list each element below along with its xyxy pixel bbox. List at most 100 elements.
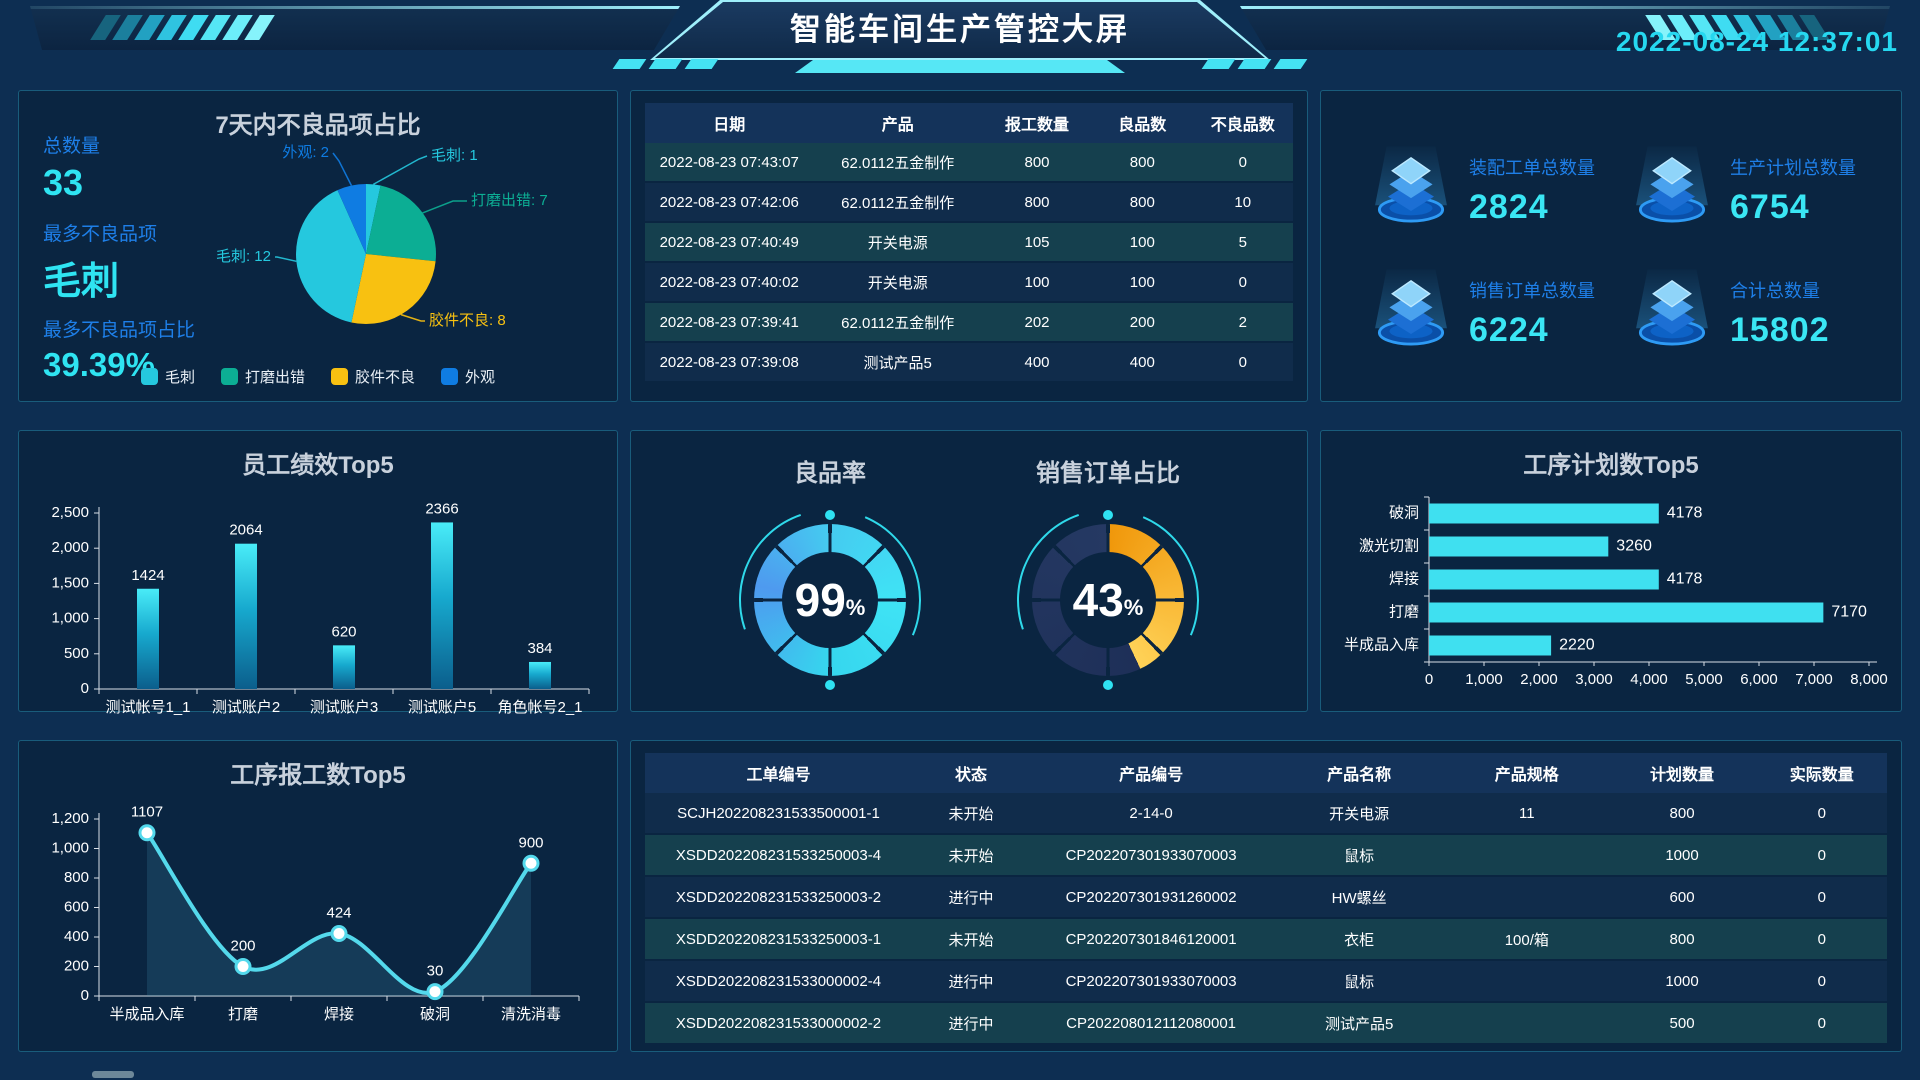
table-cell: 202 (1024, 313, 1050, 331)
bar (235, 543, 257, 689)
legend-chip-icon (220, 368, 238, 385)
table-cell: 2022-08-23 07:39:41 (659, 313, 799, 331)
table-cell: XSDD202208231533250003-2 (675, 888, 882, 906)
stat-value: 33 (43, 162, 84, 203)
pie-label-line (332, 152, 353, 186)
dashes-icon (1201, 59, 1308, 69)
table-cell: CP202208012112080001 (1066, 1014, 1237, 1032)
layers-icon (1365, 142, 1457, 239)
table-cell: 测试产品5 (863, 354, 932, 372)
table-cell: 400 (1024, 353, 1050, 371)
stat-top-defect: 最多不良品项 毛刺 (43, 219, 157, 305)
table-row: 2022-08-23 07:40:02 开关电源 100 100 0 (645, 263, 1293, 303)
table-cell: CP202207301933070003 (1065, 846, 1237, 864)
line-area (147, 832, 531, 996)
card-value: 6754 (1730, 188, 1810, 226)
panel-title: 工序报工数Top5 (230, 762, 406, 789)
x-tick-label: 7,000 (1795, 671, 1833, 688)
bar (1429, 503, 1659, 524)
dashes-icon (612, 59, 719, 69)
table-row: XSDD202208231533250003-1 未开始 CP20220730184… (645, 919, 1887, 961)
bar (529, 661, 551, 689)
panel-work-orders: 工单编号 状态 产品编号 产品名称 产品规格 计划数量 实际数量 SCJH2022082315… (630, 740, 1902, 1052)
table-cell: CP202207301931260002 (1065, 888, 1237, 906)
table-row: XSDD202208231533250003-4 未开始 CP20220730193… (645, 835, 1887, 877)
table-header-row: 日期 产品 报工数量 良品数 不良品数 (645, 103, 1293, 143)
table-cell: 800 (1669, 804, 1695, 822)
bar-category-label: 测试账户2 (212, 699, 280, 716)
line-category-label: 半成品入库 (109, 1006, 184, 1023)
table-body: SCJH202208231533500001-1 未开始 2-14-0 开关电源 11 8… (645, 793, 1887, 1045)
table-cell: 1000 (1665, 846, 1699, 864)
card-info: 生产计划总数量 6754 (1730, 154, 1856, 227)
column-header: 报工数量 (1005, 117, 1070, 134)
column-header: 不良品数 (1210, 117, 1275, 134)
line-point (330, 924, 348, 942)
card-info: 装配工单总数量 2824 (1469, 154, 1595, 227)
table-cell: 未开始 (948, 805, 994, 823)
pie-slice (366, 183, 381, 254)
table-cell: 0 (1817, 888, 1826, 906)
point-value-label: 900 (518, 834, 543, 851)
datetime-display: 2022-08-24 12:37:01 (1615, 26, 1898, 57)
table-cell: 0 (1817, 972, 1826, 990)
table-row: 2022-08-23 07:39:41 62.0112五金制作 202 200 2 (645, 303, 1293, 343)
y-tick-label: 800 (64, 869, 89, 886)
table-cell: XSDD202208231533000002-2 (675, 1014, 882, 1032)
bar-category-label: 测试帐号1_1 (105, 699, 190, 716)
table-cell: 0 (1238, 153, 1247, 171)
table-cell: 进行中 (948, 889, 994, 907)
total-cards: 装配工单总数量 2824 生产计划总数量 6754 销售订单总数量 6224 合计总数量 15… (1321, 91, 1901, 401)
page-title: 智能车间生产管控大屏 (790, 12, 1130, 47)
panel-title: 员工绩效Top5 (242, 452, 394, 479)
x-tick-label: 8,000 (1850, 671, 1888, 688)
y-tick-label: 500 (64, 645, 89, 662)
report-table: 日期 产品 报工数量 良品数 不良品数 2022-08-23 07:43:07 62.011… (645, 103, 1293, 383)
table-cell: 衣柜 (1344, 931, 1375, 949)
table-cell: 0 (1238, 353, 1247, 371)
table-cell: 0 (1817, 930, 1826, 948)
gauge-title: 销售订单占比 (1036, 460, 1180, 487)
table-cell: 2022-08-23 07:43:07 (659, 153, 799, 171)
bar (333, 645, 355, 689)
legend-label: 打磨出错 (244, 369, 305, 386)
process-plan-bar-chart: 0 1,000 2,000 3,000 4,000 5,000 6,000 7,000 8,00… (1344, 496, 1888, 688)
layers-icon (1365, 265, 1457, 362)
table-cell: 测试产品5 (1324, 1015, 1394, 1033)
line-category-label: 破洞 (420, 1006, 450, 1023)
legend-item: 打磨出错 (220, 366, 305, 387)
dashboard-grid: 7天内不良品项占比 总数量 33 最多不良品项 毛刺 最多不良品项占比 39.3… (18, 90, 1902, 1052)
card-label: 合计总数量 (1730, 281, 1820, 301)
pie-slice (295, 190, 366, 323)
bar (137, 588, 159, 689)
x-tick-label: 5,000 (1685, 671, 1723, 688)
card-label: 装配工单总数量 (1469, 158, 1595, 178)
table-row: SCJH202208231533500001-1 未开始 2-14-0 开关电源 11 8… (645, 793, 1887, 835)
table-cell: 2022-08-23 07:40:49 (659, 233, 799, 251)
layers-icon (1626, 142, 1718, 239)
table-cell: 500 (1669, 1014, 1695, 1032)
line-point (426, 983, 444, 1001)
scrollbar-thumb[interactable] (92, 1071, 134, 1078)
point-value-label: 424 (326, 904, 351, 921)
table-header-row: 工单编号 状态 产品编号 产品名称 产品规格 计划数量 实际数量 (645, 753, 1887, 793)
table-cell: 200 (1129, 313, 1155, 331)
gauge-ring: 43% (986, 478, 1230, 722)
layers-icon (1375, 146, 1447, 223)
table-cell: 进行中 (948, 1015, 994, 1033)
legend-chip-icon (140, 368, 158, 385)
header: 智能车间生产管控大屏 2022-08-24 12:37:01 (0, 0, 1920, 88)
table-cell: 鼠标 (1344, 973, 1375, 991)
line-category-label: 打磨 (228, 1006, 258, 1023)
line-point (234, 958, 252, 975)
stat-card: 装配工单总数量 2824 (1365, 133, 1626, 248)
table-cell: CP202207301846120001 (1065, 930, 1237, 948)
bar-value-label: 4178 (1667, 505, 1703, 522)
header-decor-left (30, 6, 680, 50)
layers-icon (1375, 269, 1447, 346)
panel-employee-performance: 员工绩效Top5 0 500 1,000 1,500 2,000 2,500 1424 测试帐… (18, 430, 618, 716)
table-body: 2022-08-23 07:43:07 62.0112五金制作 800 800 0 202… (645, 143, 1293, 383)
bar-value-label: 7170 (1831, 604, 1867, 621)
table-cell: XSDD202208231533000002-4 (675, 972, 882, 990)
table-cell: 鼠标 (1344, 847, 1375, 865)
